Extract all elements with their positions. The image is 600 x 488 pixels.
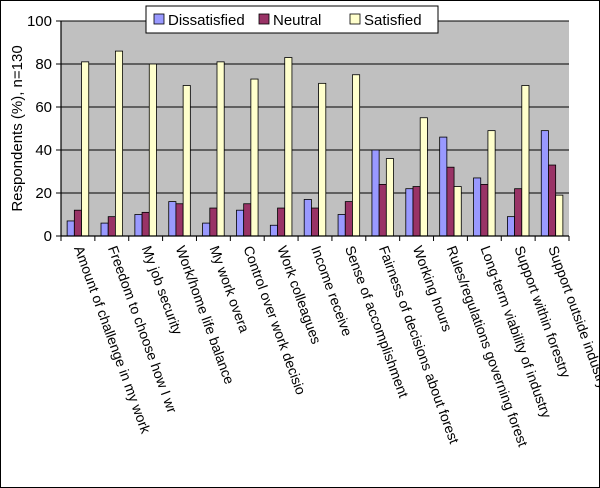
bar-dissatisfied-13 (506, 216, 515, 237)
bar-dissatisfied-3 (168, 201, 177, 237)
bar-neutral-12 (480, 183, 489, 237)
bar-neutral-7 (310, 207, 319, 237)
bar-satisfied-10 (419, 117, 428, 237)
legend-label-dissatisfied: Dissatisfied (168, 12, 245, 29)
y-tick-label-2: 40 (35, 142, 52, 159)
bar-dissatisfied-11 (439, 136, 448, 237)
legend-label-satisfied: Satisfied (364, 12, 422, 29)
x-tick-label-5: Control over work decisio (240, 244, 309, 397)
bar-dissatisfied-9 (371, 149, 380, 237)
bar-satisfied-8 (352, 74, 361, 237)
bar-dissatisfied-7 (303, 199, 312, 237)
y-axis-title: Respondents (%), n=130 (9, 45, 26, 211)
bar-satisfied-0 (81, 61, 90, 237)
bar-dissatisfied-14 (540, 130, 549, 237)
y-tick-label-1: 20 (35, 185, 52, 202)
bar-neutral-9 (378, 183, 387, 237)
legend-swatch-neutral (258, 13, 270, 25)
bar-satisfied-11 (453, 186, 462, 237)
legend-label-neutral: Neutral (273, 12, 321, 29)
bar-neutral-1 (107, 216, 116, 237)
y-tick-label-5: 100 (27, 13, 52, 30)
bar-neutral-2 (141, 211, 150, 237)
bar-satisfied-3 (182, 85, 191, 237)
bar-neutral-5 (243, 203, 252, 237)
bar-neutral-11 (446, 166, 455, 237)
bar-satisfied-12 (487, 130, 496, 237)
bar-neutral-0 (73, 209, 82, 237)
legend-box (145, 5, 439, 34)
bar-satisfied-6 (284, 57, 293, 237)
bar-satisfied-14 (555, 194, 564, 237)
bar-dissatisfied-1 (100, 222, 109, 237)
bar-dissatisfied-5 (236, 209, 245, 237)
y-tick-label-0: 0 (44, 228, 52, 245)
bar-dissatisfied-8 (337, 214, 346, 237)
bar-satisfied-7 (318, 82, 327, 237)
bar-neutral-4 (209, 207, 218, 237)
bar-dissatisfied-4 (202, 222, 211, 237)
bar-neutral-13 (514, 188, 523, 237)
bar-dissatisfied-12 (473, 177, 482, 237)
legend-swatch-satisfied (349, 13, 361, 25)
bar-dissatisfied-6 (269, 224, 278, 237)
bar-neutral-3 (175, 203, 184, 237)
y-tick-label-4: 80 (35, 56, 52, 73)
bar-dissatisfied-10 (405, 188, 414, 237)
bar-satisfied-4 (216, 61, 225, 237)
bar-neutral-10 (412, 186, 421, 237)
legend-swatch-dissatisfied (153, 13, 165, 25)
bar-dissatisfied-0 (66, 220, 75, 237)
bar-satisfied-1 (115, 50, 124, 237)
bar-neutral-8 (344, 201, 353, 237)
bar-neutral-14 (548, 164, 557, 237)
bar-satisfied-2 (148, 63, 157, 237)
bar-dissatisfied-2 (134, 214, 143, 237)
bar-satisfied-13 (521, 85, 530, 237)
bar-neutral-6 (277, 207, 286, 237)
y-tick-label-3: 60 (35, 99, 52, 116)
bar-satisfied-5 (250, 78, 259, 237)
bar-satisfied-9 (385, 158, 394, 237)
